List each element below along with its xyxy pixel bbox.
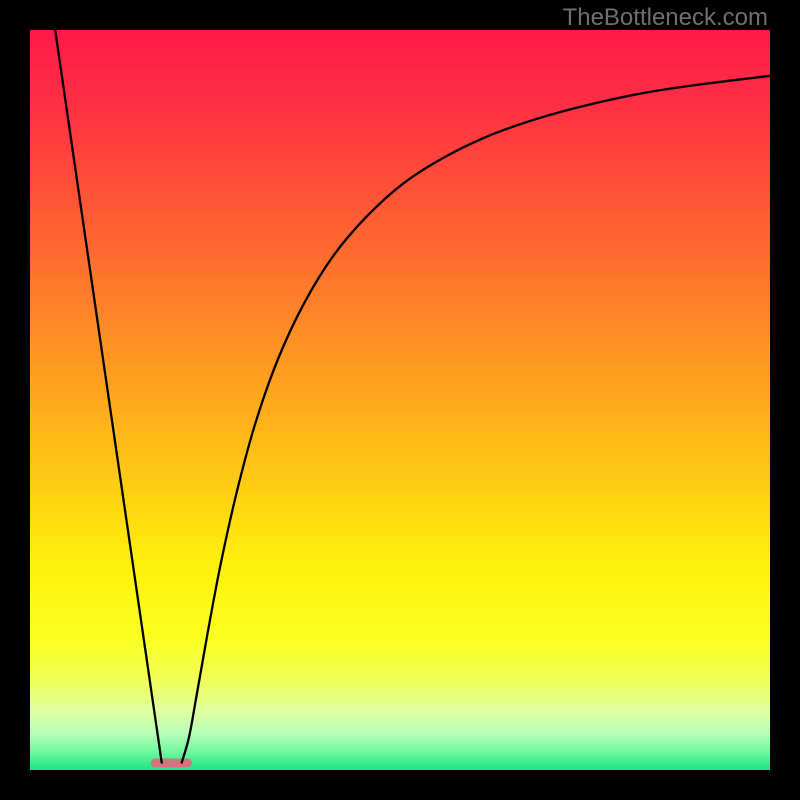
curve-left-segment (55, 30, 162, 763)
watermark-text: TheBottleneck.com (563, 4, 768, 32)
frame-right (770, 0, 800, 800)
frame-bottom (0, 770, 800, 800)
bottleneck-chart (30, 30, 770, 770)
valley-marker (151, 759, 192, 768)
curve-right-segment (182, 76, 770, 763)
frame-left (0, 0, 30, 800)
bottleneck-curve (30, 30, 770, 770)
